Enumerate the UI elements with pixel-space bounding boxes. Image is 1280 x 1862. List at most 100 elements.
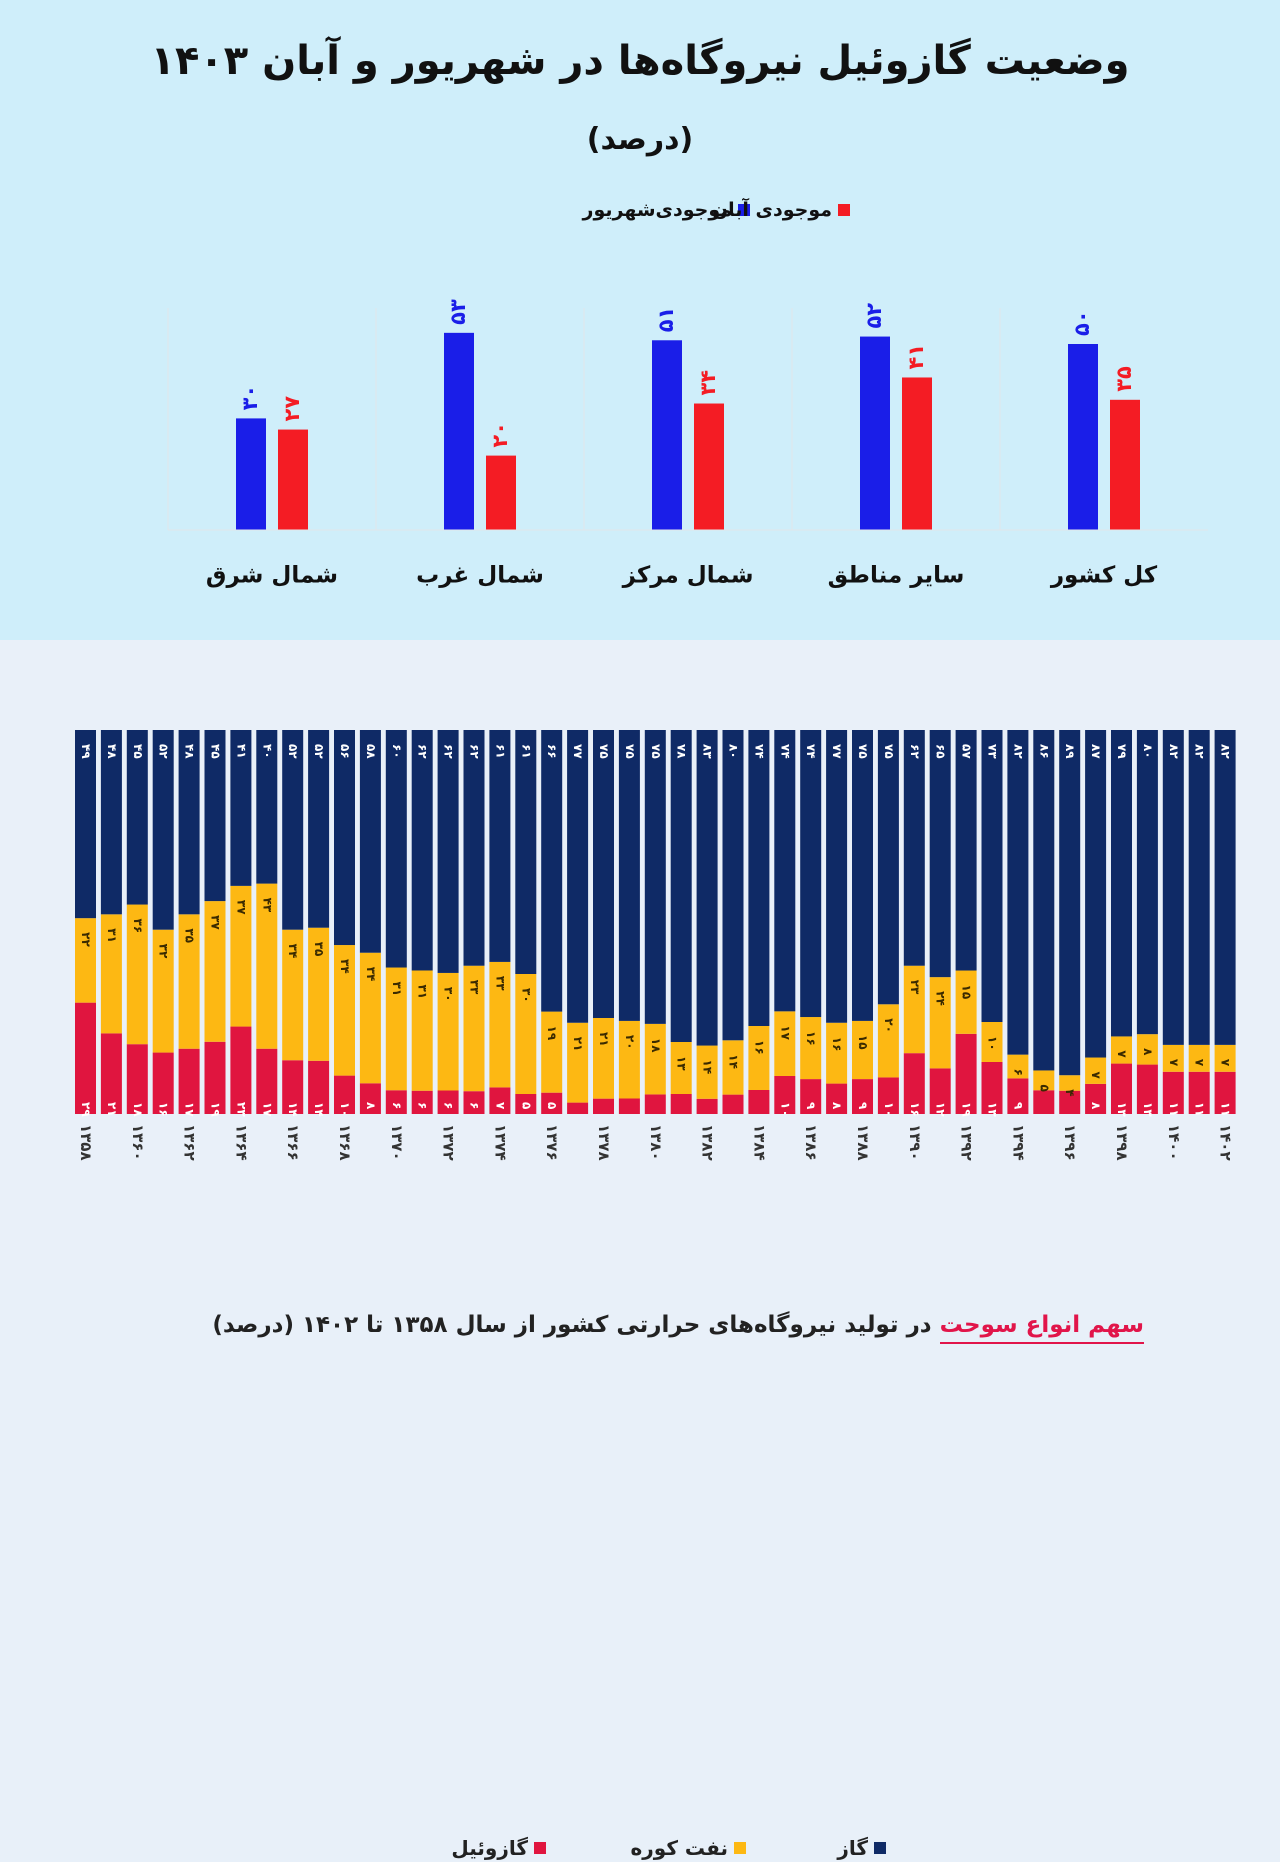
stack-segment bbox=[100, 730, 122, 915]
segment-value-label: ۸۲ bbox=[1167, 744, 1181, 759]
segment-value-label: ۷۵ bbox=[882, 744, 896, 759]
segment-value-label: ۷۴ bbox=[778, 744, 792, 759]
x-tick-label: ۱۳۷۰ bbox=[388, 1124, 406, 1161]
stack-segment bbox=[152, 929, 174, 1053]
segment-value-label: ۷۵ bbox=[597, 744, 611, 759]
legend-swatch-yellow bbox=[734, 1842, 746, 1854]
fuel-status-bar-chart: ۵۰ ۳۵ کل کشور ۵۲ ۴۱ سایر مناطق ۵۱ ۳۴ شمال مرکز ۵۳… bbox=[167, 299, 1208, 589]
stack-segment bbox=[1136, 1034, 1158, 1065]
segment-value-label: ۳۴ bbox=[286, 944, 300, 959]
stack-segment bbox=[308, 730, 330, 928]
stack-segment bbox=[204, 1041, 226, 1114]
segment-value-label: ۸۷ bbox=[1089, 744, 1103, 759]
stack-segment bbox=[593, 1018, 614, 1099]
segment-value-label: ۷ bbox=[1167, 1059, 1181, 1067]
stack-segment bbox=[1111, 1063, 1132, 1114]
stack-segment bbox=[256, 883, 278, 1049]
segment-value-label: ۲۳ bbox=[234, 1102, 248, 1117]
segment-value-label: ۱۵ bbox=[960, 985, 974, 1000]
segment-value-label: ۱۳ bbox=[986, 1102, 1000, 1117]
segment-value-label: ۳۱ bbox=[105, 928, 119, 943]
segment-value-label: ۱۵ bbox=[856, 1035, 870, 1050]
x-tick-label: ۱۳۷۶ bbox=[543, 1124, 561, 1161]
segment-value-label: ۶ bbox=[416, 1102, 430, 1109]
bar-value-label: ۵۳ bbox=[446, 299, 470, 325]
segment-value-label: ۱۶ bbox=[157, 1102, 171, 1117]
segment-value-label: ۱۷ bbox=[183, 1102, 197, 1117]
segment-value-label: ۸ bbox=[1089, 1102, 1103, 1110]
stack-segment bbox=[696, 730, 718, 1046]
segment-value-label: ۱۱ bbox=[1219, 1102, 1233, 1117]
x-tick-label: ۱۳۶۲ bbox=[181, 1124, 199, 1161]
segment-value-label: ۲۱ bbox=[571, 1037, 585, 1052]
stack-segment bbox=[903, 965, 925, 1054]
stack-segment bbox=[100, 1033, 122, 1114]
segment-value-label: ۱۴ bbox=[701, 1060, 715, 1075]
stack-segment bbox=[1136, 730, 1158, 1035]
stacked-chart-title-rest: در تولید نیروگاه‌های حرارتی کشور از سال … bbox=[212, 1312, 932, 1338]
legend-swatch-red bbox=[534, 1842, 546, 1854]
segment-value-label: ۸ bbox=[830, 1102, 844, 1110]
legend-swatch-blue bbox=[738, 204, 750, 216]
segment-value-label: ۶ bbox=[1011, 1069, 1025, 1076]
stack-segment bbox=[644, 1023, 666, 1095]
stack-segment bbox=[955, 730, 977, 971]
stack-segment bbox=[100, 914, 122, 1034]
segment-value-label: ۱۷ bbox=[260, 1102, 274, 1117]
stack-segment bbox=[981, 1022, 1003, 1062]
x-tick-label: ۱۳۹۸ bbox=[1113, 1124, 1131, 1161]
stack-segment bbox=[1111, 730, 1132, 1037]
segment-value-label: ۸ bbox=[1141, 1048, 1155, 1056]
stack-segment bbox=[903, 1053, 925, 1114]
segment-value-label: ۳۴ bbox=[364, 967, 378, 982]
segment-value-label: ۳۱ bbox=[416, 984, 430, 999]
stack-segment bbox=[126, 730, 148, 905]
segment-value-label: ۷۵ bbox=[649, 744, 663, 759]
stack-segment bbox=[826, 1083, 848, 1114]
stack-segment bbox=[282, 929, 304, 1061]
stack-segment bbox=[204, 901, 226, 1042]
chart-subtitle: (درصد) bbox=[586, 122, 694, 157]
bar-shahrivar bbox=[236, 418, 266, 530]
stack-segment bbox=[75, 1002, 96, 1114]
segment-value-label: ۱۸ bbox=[649, 1038, 663, 1053]
stack-segment bbox=[385, 730, 407, 968]
stack-segment bbox=[826, 730, 848, 1023]
x-tick-label: ۱۳۶۶ bbox=[284, 1124, 302, 1161]
top-panel: وضعیت گازوئیل نیروگاه‌ها در شهریور و آبا… bbox=[0, 0, 1280, 640]
bar-aban bbox=[902, 377, 932, 530]
stack-segment bbox=[618, 730, 640, 1021]
segment-value-label: ۳۷ bbox=[234, 900, 248, 915]
segment-value-label: ۶ bbox=[442, 1102, 456, 1109]
segment-value-label: ۳۰ bbox=[519, 988, 533, 1003]
stack-segment bbox=[152, 1052, 174, 1114]
stack-segment bbox=[748, 730, 770, 1026]
segment-value-label: ۳۵ bbox=[312, 942, 326, 957]
stack-segment bbox=[1033, 730, 1055, 1071]
category-label: شمال غرب bbox=[416, 563, 544, 589]
stack-segment bbox=[877, 1004, 899, 1078]
stack-segment bbox=[670, 730, 692, 1042]
legend-swatch-navy bbox=[874, 1842, 886, 1854]
stack-segment bbox=[1162, 1044, 1184, 1072]
segment-value-label: ۸۹ bbox=[1063, 744, 1077, 759]
x-tick-label: ۱۳۸۴ bbox=[750, 1124, 768, 1161]
bar-value-label: ۳۴ bbox=[696, 370, 720, 396]
stack-segment bbox=[178, 914, 200, 1049]
x-tick-label: ۱۳۶۸ bbox=[336, 1124, 354, 1161]
segment-value-label: ۵۲ bbox=[157, 744, 171, 759]
segment-value-label: ۳۲ bbox=[157, 944, 171, 959]
segment-value-label: ۶۵ bbox=[934, 744, 948, 759]
stack-segment bbox=[541, 730, 563, 1012]
stack-segment bbox=[644, 1094, 666, 1114]
stack-segment bbox=[670, 1094, 692, 1114]
stack-segment bbox=[256, 1048, 278, 1114]
stack-segment bbox=[282, 730, 304, 930]
segment-value-label: ۲۲ bbox=[79, 932, 93, 947]
stack-segment bbox=[541, 1092, 563, 1114]
segment-value-label: ۴۳ bbox=[260, 898, 274, 913]
bar-aban bbox=[486, 455, 516, 530]
fuel-share-stacked-chart: ۲۹۲۲۴۹۱۳۵۸۲۱۳۱۴۸۱۸۳۶۴۵۱۳۶۰۱۶۳۲۵۲۱۷۳۵۴۸۱۳… bbox=[75, 730, 1236, 1161]
stack-segment bbox=[411, 1090, 433, 1114]
segment-value-label: ۶۲ bbox=[908, 744, 922, 759]
